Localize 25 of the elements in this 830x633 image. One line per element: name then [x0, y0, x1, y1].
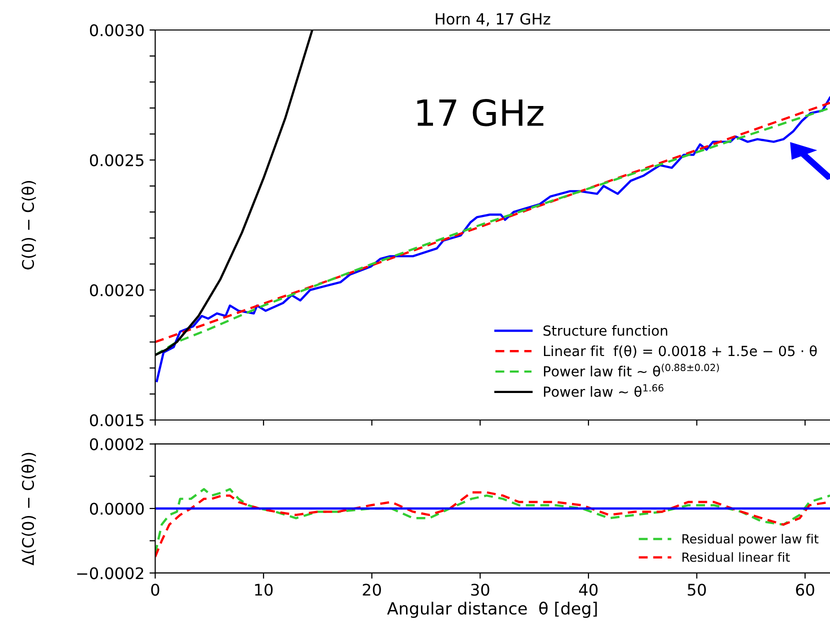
x-tick-label: 20 [362, 584, 381, 596]
x-tick-label: 10 [255, 584, 273, 596]
x-tick-label: 0 [151, 584, 160, 596]
legend-label: Power law ~ θ$^{1.66}$ [544, 384, 664, 397]
y-axis-title: Δ(C(0) − C(θ)) [22, 452, 36, 566]
legend-label: Structure function [544, 325, 668, 336]
y-tick-label: 0.0015 [90, 414, 144, 426]
y-tick-label: −0.0002 [77, 567, 144, 580]
annotation: 17 GHz [417, 98, 544, 126]
legend-label: Residual linear fit [682, 552, 790, 562]
y-tick-label: 0.0020 [90, 284, 144, 296]
chart-title: Horn 4, 17 GHz [436, 13, 550, 26]
legend-label: Residual power law fit [682, 534, 818, 546]
y-tick-label: 0.0030 [90, 24, 144, 36]
y-tick-label: 0.0002 [90, 438, 144, 450]
y-tick-label: 0.0000 [90, 502, 144, 515]
legend-label: Power law fit ~ θ$^{(0.88±0.02)}$ [544, 364, 719, 377]
y-tick-label: 0.0025 [90, 154, 144, 166]
x-tick-label: 40 [579, 584, 598, 596]
legend-label: Linear fit f(θ) = 0.0018 + 1.5e − 05 · θ [544, 345, 817, 358]
x-tick-label: 30 [471, 584, 490, 596]
y-axis-title: C(0) − C(θ) [22, 181, 36, 270]
x-axis-title: Angular distance θ [deg] [387, 602, 597, 618]
x-tick-label: 50 [688, 584, 706, 596]
x-tick-label: 60 [796, 584, 814, 596]
